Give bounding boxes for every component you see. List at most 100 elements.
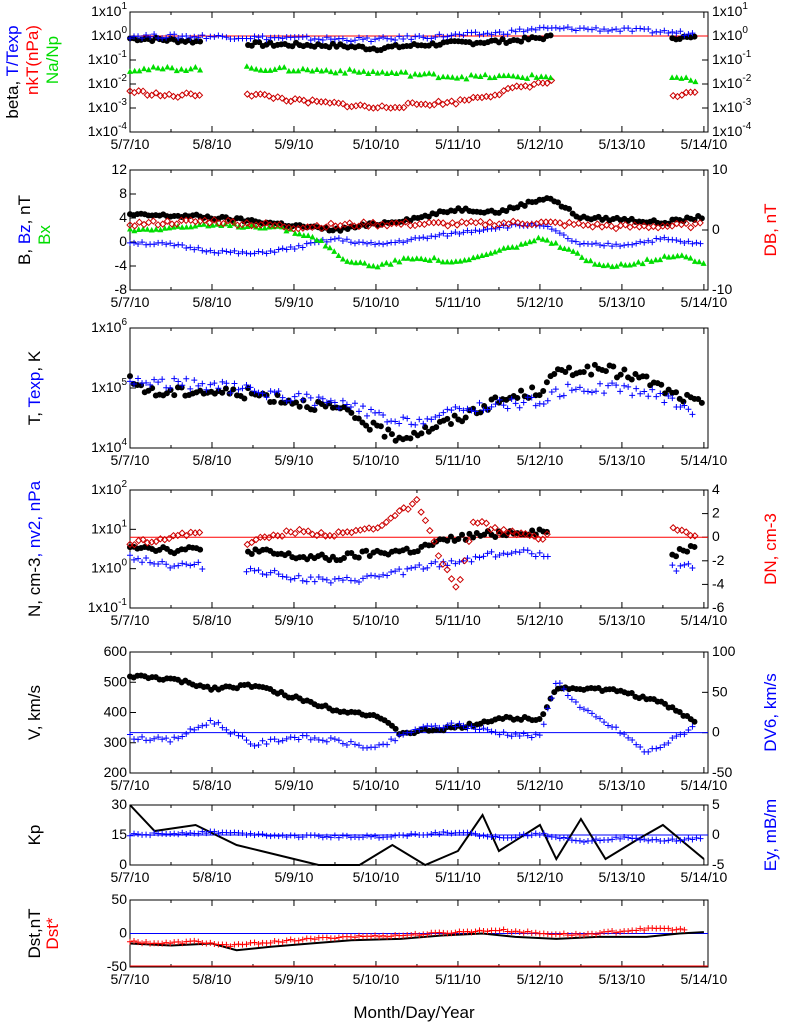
series-point-Bz (239, 248, 246, 255)
series-point-Bx (426, 257, 433, 263)
series-point-Ey (319, 834, 326, 841)
series-point-Bz (480, 227, 487, 234)
x-tick-label: 5/14/10 (681, 869, 728, 885)
series-point-Dst* (251, 939, 258, 946)
series-point-T/Texp (151, 31, 158, 38)
series-point-T/Texp (400, 36, 407, 43)
series-point-N (691, 543, 698, 550)
series-point-Bx (205, 222, 212, 229)
series-point-DB (621, 221, 630, 229)
series-point-Na/Np (127, 68, 133, 74)
series-point-DN (404, 505, 412, 513)
series-point-Texp (175, 378, 182, 385)
series-point-DV6 (191, 726, 198, 733)
series-point-DB (486, 218, 494, 226)
series-point-DN (182, 531, 191, 540)
series-point-DV6 (347, 738, 354, 745)
series-point-Bz (376, 240, 383, 247)
series-point-DV6 (372, 744, 379, 751)
series-point-T/Texp (629, 28, 636, 35)
series-point-Bx (661, 253, 668, 259)
x-tick-label: 5/12/10 (517, 612, 564, 628)
series-point-Bz (392, 239, 399, 246)
series-point-DV6 (243, 737, 250, 744)
series-point-nkT (382, 103, 391, 112)
x-tick-label: 5/9/10 (275, 971, 314, 987)
series-point-DV6 (597, 715, 604, 722)
series-point-DV6 (629, 736, 636, 743)
series-point-Na/Np (150, 63, 157, 70)
y-tick-label-right: 0 (712, 826, 720, 842)
series-point-Texp (428, 416, 435, 423)
series-point-nv2 (508, 550, 515, 557)
series-point-Texp (444, 406, 451, 413)
series-point-nv2 (243, 568, 250, 575)
series-point-Texp (135, 375, 142, 382)
y-axis-label: Dst,nT (25, 908, 44, 958)
series-point-DB (210, 216, 218, 224)
series-point-DB (630, 221, 639, 229)
series-point-nkT (521, 82, 530, 90)
series-point-nv2 (291, 575, 298, 582)
series-point-Texp (404, 415, 411, 422)
series-point-Bx (153, 226, 160, 232)
series-point-Texp (436, 412, 443, 419)
y-tick-label: 1x10-1 (88, 597, 128, 615)
series-point-DV6 (444, 722, 451, 729)
series-point-Bz (275, 246, 282, 253)
x-tick-label: 5/10/10 (353, 777, 400, 793)
series-point-DV6 (147, 737, 154, 744)
series-point-DV6 (460, 722, 467, 729)
series-point-DV6 (440, 724, 447, 731)
series-point-nkT (139, 87, 147, 95)
y-tick-label: -4 (115, 257, 128, 273)
y-tick-label: 1x10-2 (88, 73, 128, 91)
series-point-Bz (568, 237, 575, 244)
series-point-Na/Np (183, 67, 190, 74)
series-point-Bx (578, 254, 585, 260)
series-point-N (462, 536, 469, 543)
series-point-Texp (661, 399, 668, 406)
series-point-Dst* (143, 939, 150, 946)
series-point-Dst* (452, 929, 459, 936)
series-point-Dst* (307, 935, 314, 942)
series-point-Texp (199, 380, 206, 387)
series-point-T/Texp (219, 33, 226, 40)
series-point-nkT (287, 97, 295, 106)
series-point-DV6 (171, 734, 178, 741)
series-point-DV6 (621, 731, 628, 738)
series-point-DB (126, 221, 134, 229)
series-point-Bz (476, 228, 483, 235)
series-point-T (580, 368, 587, 375)
series-point-DN (304, 527, 312, 535)
series-point-Bz (673, 237, 680, 244)
series-point-Texp (227, 390, 234, 397)
series-point-T/Texp (532, 26, 539, 33)
x-tick-label: 5/10/10 (353, 136, 400, 152)
series-point-Texp (364, 412, 371, 419)
series-point-T (477, 409, 484, 416)
series-point-N (340, 555, 347, 562)
series-point-DV6 (452, 723, 459, 730)
series-point-Bz (448, 230, 455, 237)
series-point-T/Texp (339, 35, 346, 42)
series-point-Bz (291, 246, 298, 253)
series-point-DN (313, 531, 321, 540)
series-point-Ey (392, 832, 399, 839)
series-point-Texp (552, 386, 559, 393)
series-point-T (514, 394, 521, 401)
series-point-Bx (587, 257, 594, 264)
series-point-Dst* (681, 926, 688, 933)
series-point-DV6 (307, 736, 314, 743)
x-tick-label: 5/7/10 (111, 294, 150, 310)
series-point-Texp (303, 391, 310, 398)
series-point-Na/Np (491, 74, 498, 80)
series-point-Bz (135, 240, 142, 247)
x-tick-label: 5/11/10 (435, 971, 481, 987)
series-point-DB (444, 222, 452, 230)
series-point-DB (593, 220, 602, 228)
series-point-DB (130, 222, 139, 230)
series-point-Ey (364, 832, 371, 839)
series-point-Bz (163, 241, 170, 248)
series-point-DB (392, 219, 401, 227)
